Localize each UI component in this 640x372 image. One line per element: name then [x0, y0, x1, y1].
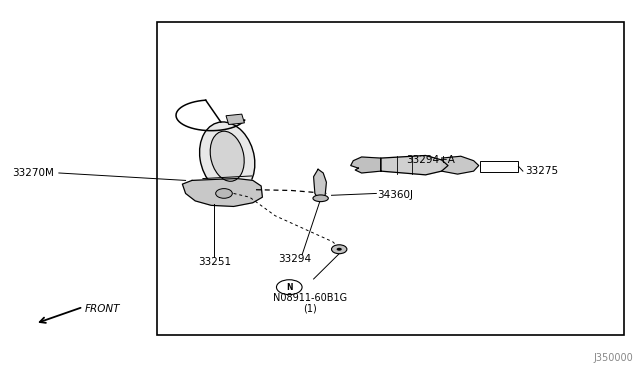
Text: J350000: J350000 — [594, 353, 634, 363]
Text: FRONT: FRONT — [84, 304, 120, 314]
Text: 33275: 33275 — [525, 166, 558, 176]
Polygon shape — [381, 155, 448, 175]
Text: (1): (1) — [303, 304, 317, 314]
Ellipse shape — [313, 195, 328, 202]
Text: 33251: 33251 — [198, 257, 231, 267]
Polygon shape — [442, 156, 479, 174]
Ellipse shape — [200, 122, 255, 194]
Ellipse shape — [210, 131, 244, 181]
Circle shape — [337, 248, 342, 251]
Text: 33294+A: 33294+A — [406, 155, 455, 165]
Text: N: N — [286, 283, 292, 292]
Text: 33270M: 33270M — [13, 168, 54, 178]
Circle shape — [216, 189, 232, 198]
Polygon shape — [351, 157, 381, 173]
Text: 34360J: 34360J — [378, 190, 413, 200]
Polygon shape — [314, 169, 326, 202]
Bar — [480, 161, 518, 172]
Text: N08911-60B1G: N08911-60B1G — [273, 293, 348, 302]
Circle shape — [332, 245, 347, 254]
Bar — [226, 114, 244, 125]
Polygon shape — [182, 179, 262, 206]
Text: 33294: 33294 — [278, 254, 311, 263]
Bar — [157, 22, 624, 335]
